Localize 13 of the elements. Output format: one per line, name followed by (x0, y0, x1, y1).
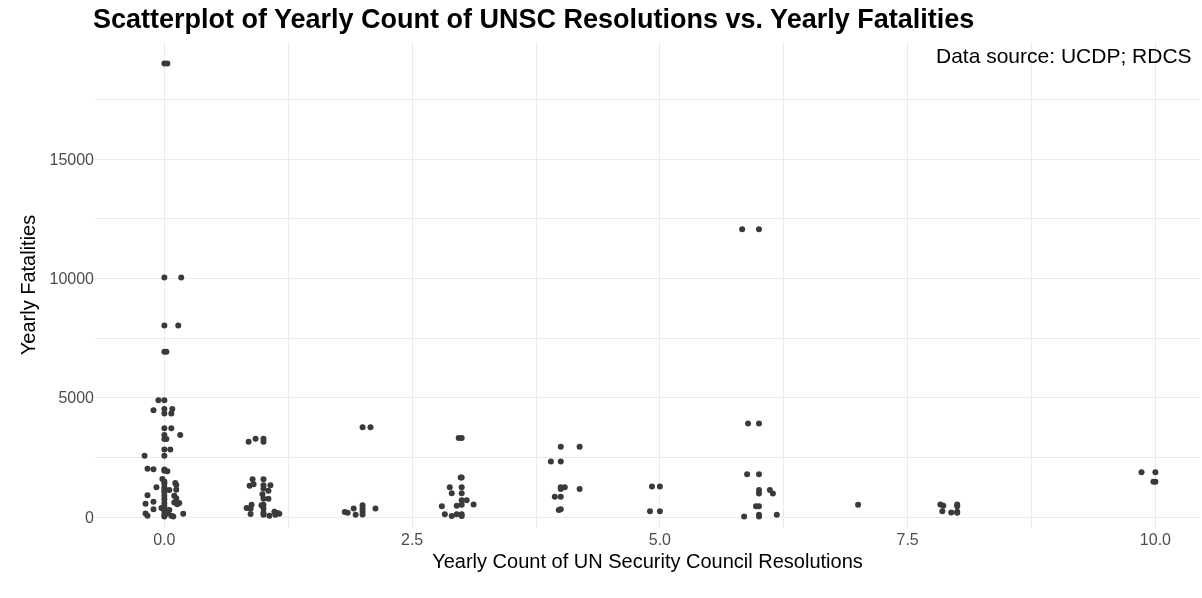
x-axis-title: Yearly Count of UN Security Council Resolutions (432, 549, 863, 572)
annotation: Data source: UCDP; RDCS (936, 44, 1192, 67)
x-tick-label: 10.0 (1139, 531, 1172, 548)
y-tick-label: 10000 (49, 270, 95, 288)
y-tick-label: 5000 (58, 389, 95, 407)
x-tick-label: 0.0 (153, 531, 176, 548)
x-tick-label: 5.0 (648, 531, 672, 548)
x-tick-label: 7.5 (896, 531, 919, 548)
chart-title: Scatterplot of Yearly Count of UNSC Resolutions vs. Yearly Fatalities (93, 3, 975, 34)
y-tick-label: 0 (85, 508, 95, 526)
y-tick-label: 15000 (49, 150, 95, 168)
x-tick-label: 2.5 (401, 531, 424, 548)
y-axis-title: Yearly Fatalities (17, 214, 39, 356)
